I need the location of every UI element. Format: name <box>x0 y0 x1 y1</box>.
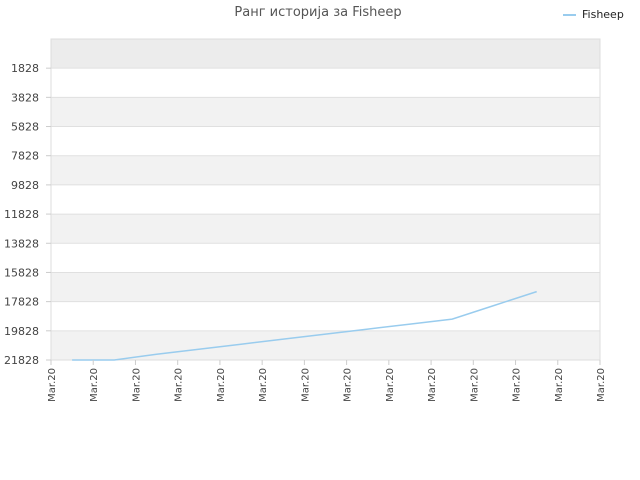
y-tick-label: 13828 <box>4 237 39 250</box>
plot-band <box>51 155 600 185</box>
y-tick-label: 1828 <box>11 62 39 75</box>
y-tick-label: 19828 <box>4 325 39 338</box>
plot-band <box>51 126 600 156</box>
y-tick-label: 5828 <box>11 121 39 134</box>
plot-band <box>51 272 600 302</box>
x-tick-label: Mar.20 <box>427 368 438 402</box>
y-tick-label: 11828 <box>4 208 39 221</box>
plot-band <box>51 39 600 69</box>
plot-band <box>51 301 600 331</box>
plot-band <box>51 97 600 127</box>
y-tick-label: 21828 <box>4 354 39 367</box>
x-tick-label: Mar.20 <box>385 368 396 402</box>
x-tick-label: Mar.20 <box>554 368 565 402</box>
legend[interactable]: Fisheep <box>563 8 624 21</box>
series-layer <box>72 290 537 361</box>
x-tick-label: Mar.20 <box>47 368 58 402</box>
y-tick-label: 7828 <box>11 150 39 163</box>
x-tick-label: Mar.20 <box>89 368 100 402</box>
x-tick-label: Mar.20 <box>131 368 142 402</box>
plot-border <box>50 38 601 361</box>
x-tick-label: Mar.20 <box>300 368 311 402</box>
series-line-fisheep <box>72 290 537 361</box>
y-tick-label: 15828 <box>4 266 39 279</box>
y-axis-ticks: 1828 3828 5828 7828 9828 11828 13828 15828 17828… <box>4 62 51 367</box>
legend-label-fisheep[interactable]: Fisheep <box>582 8 624 21</box>
x-tick-label: Mar.20 <box>469 368 480 402</box>
x-tick-label: Mar.20 <box>512 368 523 402</box>
y-tick-label: 3828 <box>11 91 39 104</box>
x-axis-ticks: Mar.20 Mar.20 Mar.20 Mar.20 Mar.20 Mar.20 Mar.… <box>47 360 607 402</box>
x-tick-label: Mar.20 <box>596 368 607 402</box>
x-tick-label: Mar.20 <box>258 368 269 402</box>
plot-band <box>51 243 600 273</box>
y-tick-label: 17828 <box>4 296 39 309</box>
x-tick-label: Mar.20 <box>216 368 227 402</box>
plot-band <box>51 214 600 244</box>
chart-title: Ранг историја за Fisheep <box>234 5 401 20</box>
x-tick-label: Mar.20 <box>174 368 185 402</box>
plot-band <box>51 330 600 360</box>
plot-band <box>51 184 600 215</box>
y-tick-label: 9828 <box>11 179 39 192</box>
plot-band <box>51 68 600 98</box>
x-tick-label: Mar.20 <box>343 368 354 402</box>
plot-bands <box>51 39 600 360</box>
